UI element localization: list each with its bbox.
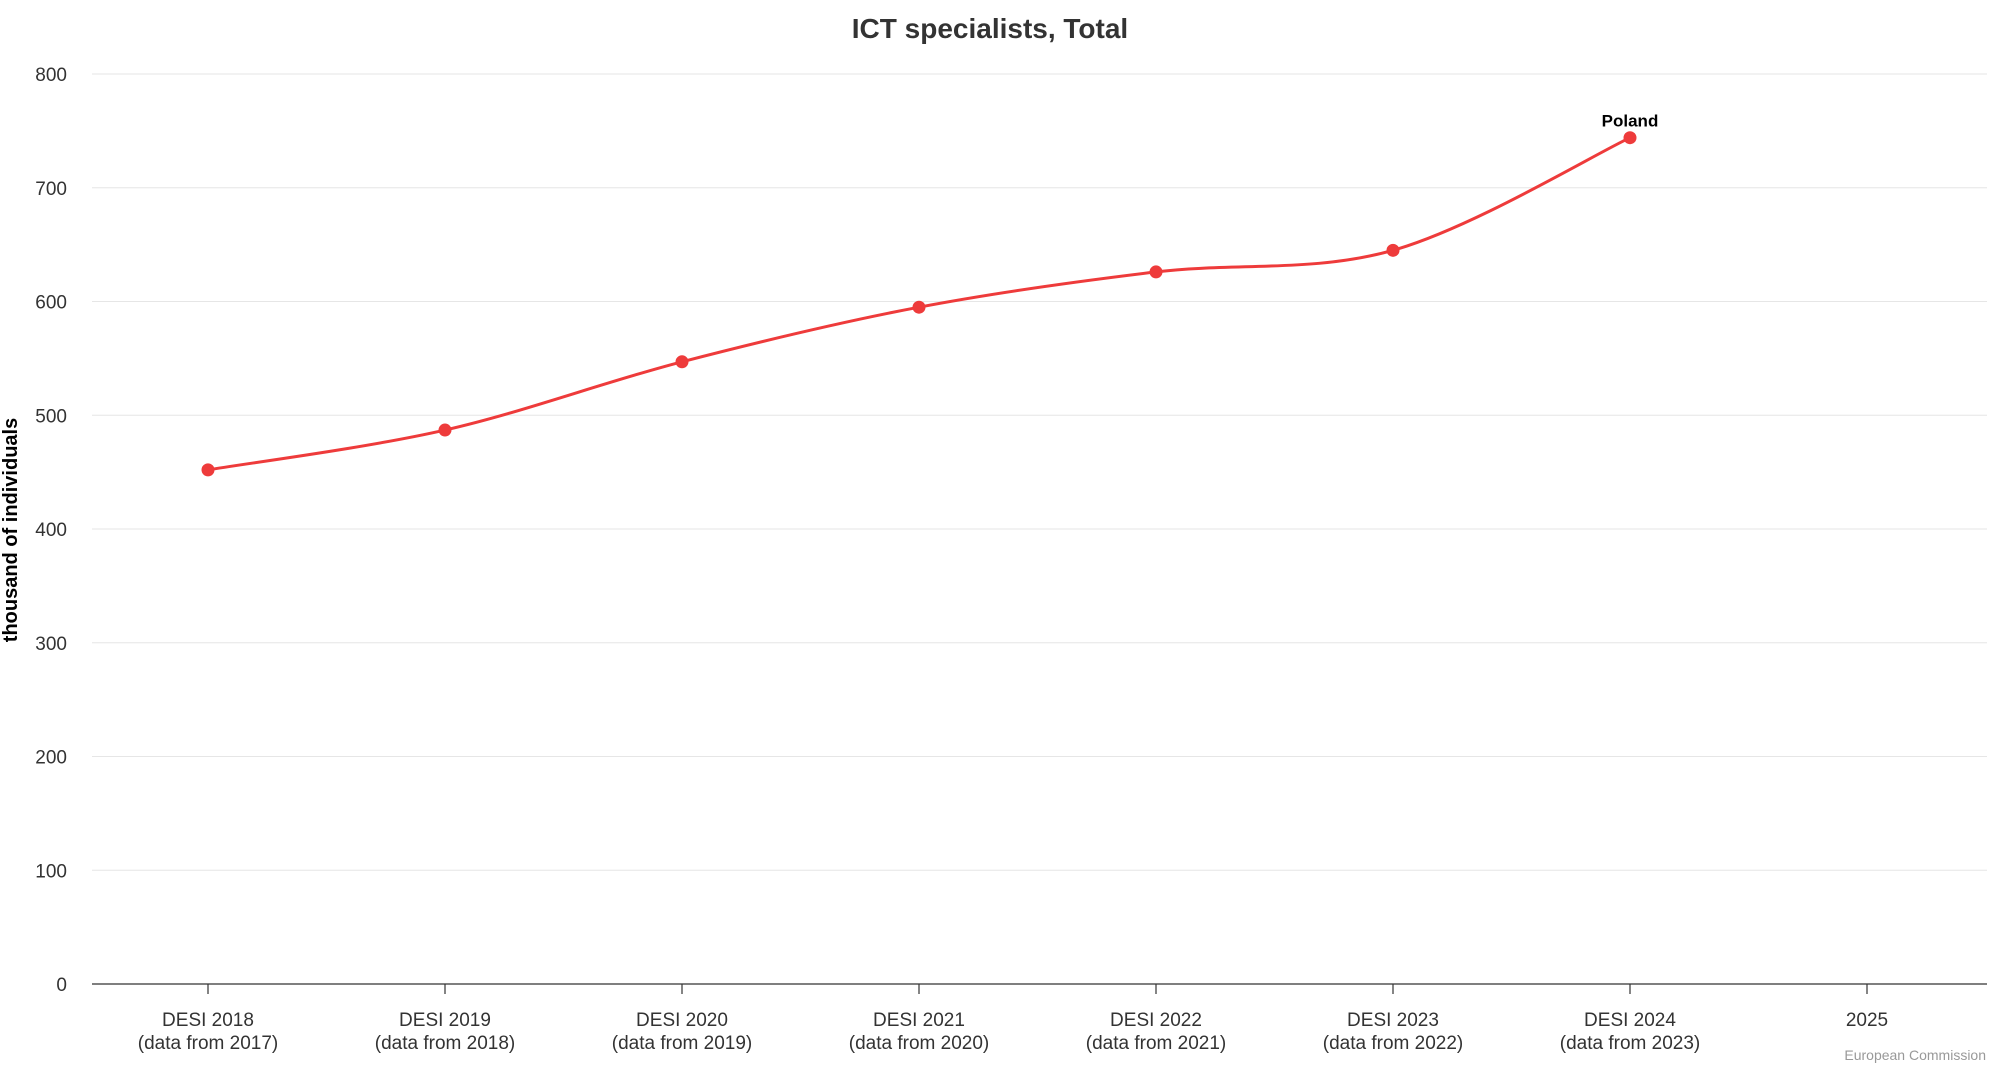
chart-title: ICT specialists, Total (852, 13, 1128, 44)
data-point[interactable] (438, 423, 452, 437)
gridlines (92, 73, 1987, 871)
x-tick-label-line: (data from 2018) (375, 1033, 515, 1054)
x-tick-label-line: (data from 2019) (612, 1033, 752, 1054)
data-point[interactable] (201, 463, 215, 477)
x-tick-label-line: 2025 (1846, 1010, 1888, 1031)
x-tick-label: DESI 2018 (data from 2017) (138, 1010, 278, 1054)
x-tick-label-line: (data from 2023) (1560, 1033, 1700, 1054)
x-tick-label: DESI 2019 (data from 2018) (375, 1010, 515, 1054)
y-tick-label: 400 (35, 520, 67, 541)
x-tick-label-line: DESI 2023 (1347, 1010, 1439, 1031)
y-tick-label: 300 (35, 634, 67, 655)
x-tick-label-line: (data from 2022) (1323, 1033, 1463, 1054)
x-tick-label: DESI 2020 (data from 2019) (612, 1010, 752, 1054)
x-tick-label-line: DESI 2024 (1584, 1010, 1676, 1031)
x-tick-label-line: DESI 2019 (399, 1010, 491, 1031)
x-tick-label-line: (data from 2020) (849, 1033, 989, 1054)
y-tick-label: 100 (35, 861, 67, 882)
x-tick-label: DESI 2021 (data from 2020) (849, 1010, 989, 1054)
x-tick-label-line: (data from 2021) (1086, 1033, 1226, 1054)
x-tick-label: DESI 2024 (data from 2023) (1560, 1010, 1700, 1054)
x-tick-label-line: DESI 2018 (162, 1010, 254, 1031)
data-point[interactable] (675, 355, 689, 369)
y-tick-label: 200 (35, 748, 67, 769)
y-axis-label: thousand of individuals (0, 418, 22, 642)
x-axis: DESI 2018 (data from 2017)DESI 2019 (data … (138, 984, 1888, 1054)
y-tick-label: 600 (35, 293, 67, 314)
x-tick-label-line: (data from 2017) (138, 1033, 278, 1054)
data-point[interactable] (1149, 265, 1163, 279)
data-point[interactable] (1623, 131, 1637, 145)
x-tick-label: DESI 2022 (data from 2021) (1086, 1010, 1226, 1054)
data-point[interactable] (1386, 243, 1400, 257)
x-tick-label-line: DESI 2020 (636, 1010, 728, 1031)
y-tick-label: 0 (56, 975, 67, 996)
x-tick-label: 2025 (1846, 1010, 1888, 1031)
x-tick-label-line: DESI 2022 (1110, 1010, 1202, 1031)
series-label: Poland (1602, 112, 1659, 131)
x-tick-label-line: DESI 2021 (873, 1010, 965, 1031)
data-point[interactable] (912, 300, 926, 314)
x-tick-label: DESI 2023 (data from 2022) (1323, 1010, 1463, 1054)
y-tick-label: 800 (35, 65, 67, 86)
y-tick-label: 500 (35, 406, 67, 427)
y-axis: 0 100 200 300 400 500 600 700 800 (35, 65, 67, 996)
credits-text: European Commission (1844, 1047, 1986, 1063)
y-tick-label: 700 (35, 179, 67, 200)
series: Poland (201, 112, 1659, 477)
